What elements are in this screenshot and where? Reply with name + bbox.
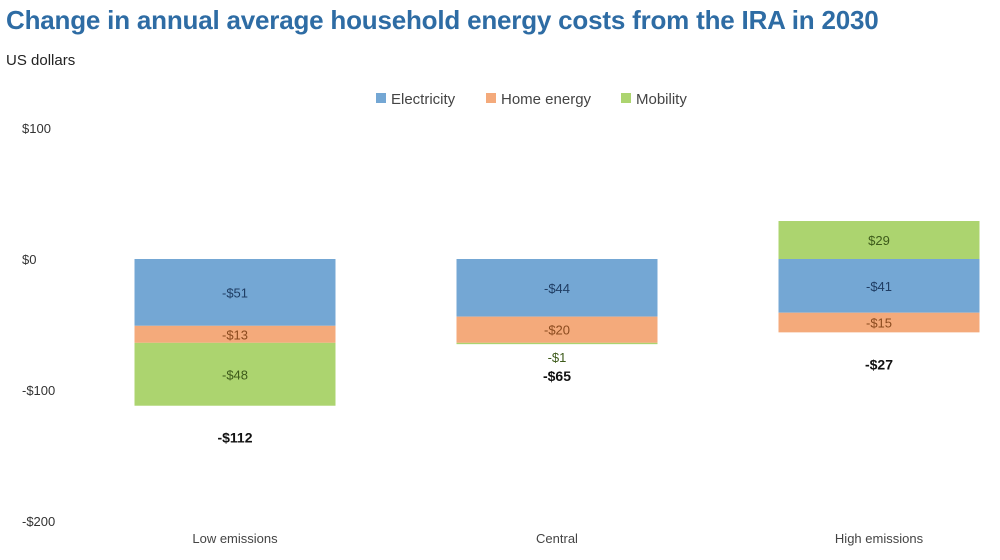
- y-tick-label: -$100: [22, 383, 55, 398]
- y-tick-label: $100: [22, 121, 51, 136]
- bar-segment-home-energy: [134, 325, 336, 343]
- data-label: -$48: [222, 367, 248, 382]
- data-label: -$15: [866, 316, 892, 331]
- x-tick-label: High emissions: [835, 531, 924, 546]
- legend-label: Mobility: [636, 91, 687, 108]
- legend-swatch-mobility: [621, 93, 631, 103]
- data-label: -$41: [866, 279, 892, 294]
- bar-segment-mobility: [456, 342, 658, 345]
- legend-label: Home energy: [501, 91, 592, 108]
- legend-swatch-home-energy: [486, 93, 496, 103]
- bar-segment-electricity: [778, 259, 980, 313]
- total-label: -$112: [217, 430, 252, 446]
- data-label: -$1: [548, 350, 567, 365]
- bar-segment-home-energy: [778, 312, 980, 333]
- bar-segment-mobility: [134, 342, 336, 406]
- bar-segment-electricity: [456, 259, 658, 317]
- y-axis-unit-label: US dollars: [6, 52, 76, 69]
- data-label: -$51: [222, 285, 248, 300]
- bar-segment-mobility: [778, 221, 980, 259]
- y-tick-label: $0: [22, 252, 36, 267]
- legend-label: Electricity: [391, 91, 456, 108]
- total-label: -$65: [543, 368, 571, 384]
- data-label: -$44: [544, 281, 570, 296]
- bar-segment-electricity: [134, 259, 336, 326]
- bar-segment-home-energy: [456, 316, 658, 343]
- x-tick-label: Central: [536, 531, 578, 546]
- y-tick-label: -$200: [22, 514, 55, 529]
- legend-swatch-electricity: [376, 93, 386, 103]
- chart-title: Change in annual average household energ…: [6, 5, 879, 35]
- data-label: $29: [868, 233, 890, 248]
- data-label: -$20: [544, 323, 570, 338]
- total-label: -$27: [865, 356, 893, 372]
- x-tick-label: Low emissions: [192, 531, 278, 546]
- data-label: -$13: [222, 327, 248, 342]
